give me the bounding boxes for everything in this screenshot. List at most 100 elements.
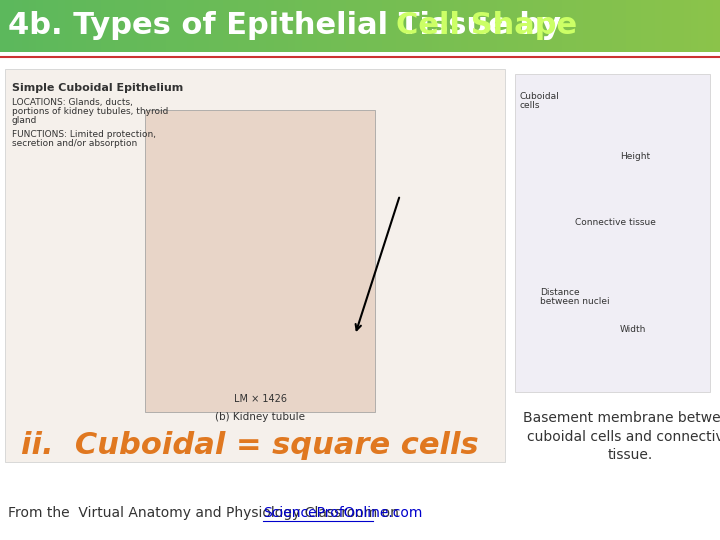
Bar <box>223 0 231 52</box>
Text: cells: cells <box>520 101 541 110</box>
Bar <box>403 0 411 52</box>
Bar <box>0 0 8 52</box>
Bar <box>58 0 66 52</box>
Bar <box>454 0 462 52</box>
Bar <box>418 0 426 52</box>
Bar <box>713 0 720 52</box>
Bar <box>410 0 418 52</box>
Bar <box>482 0 490 52</box>
Bar <box>461 0 469 52</box>
Bar <box>533 0 541 52</box>
Bar <box>266 0 274 52</box>
Bar <box>382 0 390 52</box>
Bar <box>202 0 210 52</box>
Bar <box>22 0 30 52</box>
Text: Height: Height <box>620 152 650 161</box>
Bar <box>338 0 346 52</box>
Bar <box>439 0 447 52</box>
Bar <box>108 0 116 52</box>
Bar <box>86 0 94 52</box>
Bar <box>346 0 354 52</box>
Bar <box>166 0 174 52</box>
Bar <box>274 0 282 52</box>
Bar <box>677 0 685 52</box>
Bar <box>252 0 260 52</box>
Bar <box>302 0 310 52</box>
Text: Connective tissue: Connective tissue <box>575 218 656 227</box>
Bar <box>706 0 714 52</box>
Bar <box>605 0 613 52</box>
Bar <box>216 0 224 52</box>
Bar <box>670 0 678 52</box>
Bar <box>662 0 670 52</box>
Bar <box>144 0 152 52</box>
Bar <box>281 0 289 52</box>
Bar <box>145 110 375 412</box>
Bar <box>194 0 202 52</box>
Text: LOCATIONS: Glands, ducts,: LOCATIONS: Glands, ducts, <box>12 98 133 107</box>
Bar <box>151 0 159 52</box>
Bar <box>259 0 267 52</box>
Bar <box>619 0 627 52</box>
Bar <box>554 0 562 52</box>
Text: Basement membrane between
cuboidal cells and connective
tissue.: Basement membrane between cuboidal cells… <box>523 411 720 462</box>
Bar <box>691 0 699 52</box>
Bar <box>396 0 404 52</box>
Bar <box>230 0 238 52</box>
Text: FUNCTIONS: Limited protection,: FUNCTIONS: Limited protection, <box>12 130 156 139</box>
Bar <box>518 0 526 52</box>
Text: ii.  Cuboidal = square cells: ii. Cuboidal = square cells <box>21 431 479 460</box>
Text: gland: gland <box>12 116 37 125</box>
Bar <box>209 0 217 52</box>
Bar <box>590 0 598 52</box>
Bar <box>122 0 130 52</box>
Bar <box>515 74 710 392</box>
Bar <box>115 0 123 52</box>
Bar <box>72 0 80 52</box>
Bar <box>655 0 663 52</box>
Bar <box>331 0 339 52</box>
Bar <box>295 0 303 52</box>
Bar <box>641 0 649 52</box>
Text: Simple Cuboidal Epithelium: Simple Cuboidal Epithelium <box>12 83 184 93</box>
Bar <box>7 0 15 52</box>
Bar <box>425 0 433 52</box>
Bar <box>547 0 555 52</box>
Bar <box>698 0 706 52</box>
Bar <box>468 0 476 52</box>
Bar <box>360 0 368 52</box>
Bar <box>634 0 642 52</box>
Bar <box>101 0 109 52</box>
Bar <box>187 0 195 52</box>
Bar <box>446 0 454 52</box>
Bar <box>238 0 246 52</box>
Bar <box>43 0 51 52</box>
Bar <box>5 69 505 462</box>
Bar <box>374 0 382 52</box>
Text: (b) Kidney tubule: (b) Kidney tubule <box>215 412 305 422</box>
Bar <box>504 0 512 52</box>
Text: LM × 1426: LM × 1426 <box>233 394 287 404</box>
Bar <box>648 0 656 52</box>
Bar <box>245 0 253 52</box>
Bar <box>14 0 22 52</box>
Bar <box>324 0 332 52</box>
Bar <box>626 0 634 52</box>
Text: 4b. Types of Epithelial Tissue by: 4b. Types of Epithelial Tissue by <box>8 11 572 40</box>
Bar <box>288 0 296 52</box>
Bar <box>526 0 534 52</box>
Bar <box>94 0 102 52</box>
Bar <box>490 0 498 52</box>
Bar <box>540 0 548 52</box>
Bar <box>562 0 570 52</box>
Text: Cell Shape: Cell Shape <box>396 11 577 40</box>
Text: portions of kidney tubules, thyroid: portions of kidney tubules, thyroid <box>12 107 168 116</box>
Bar <box>36 0 44 52</box>
Bar <box>173 0 181 52</box>
Text: between nuclei: between nuclei <box>540 297 610 306</box>
Bar <box>137 0 145 52</box>
Bar <box>310 0 318 52</box>
Bar <box>317 0 325 52</box>
Bar <box>158 0 166 52</box>
Bar <box>576 0 584 52</box>
